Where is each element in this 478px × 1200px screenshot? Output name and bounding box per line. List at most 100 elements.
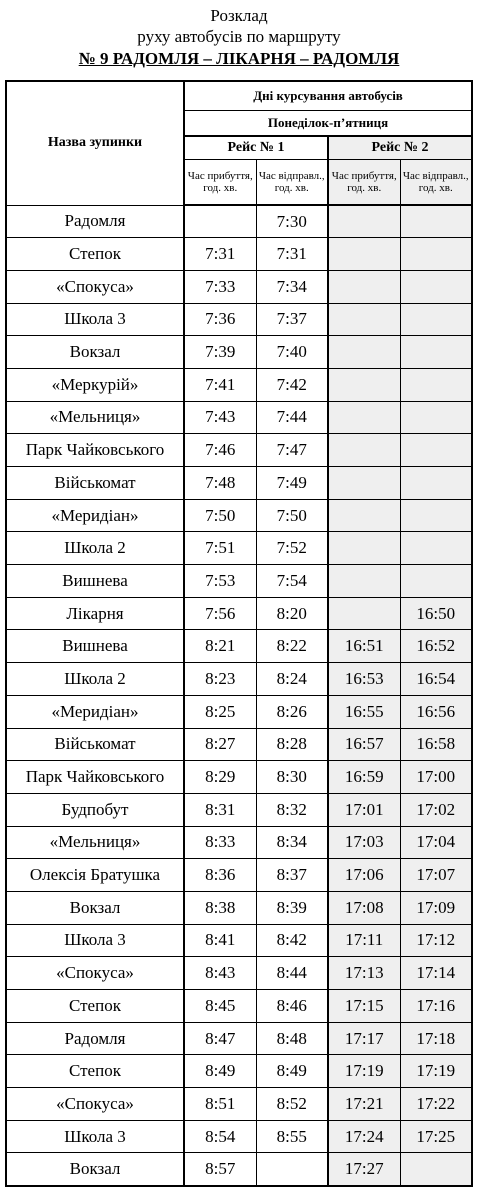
table-row: «Спокуса» 8:51 8:52 17:21 17:22 bbox=[5, 1087, 474, 1121]
trip2-arrival-cell: 17:19 bbox=[327, 1054, 401, 1089]
trip1-arrival-cell: 8:51 bbox=[183, 1087, 257, 1121]
trip2-arrival-cell: 17:27 bbox=[327, 1152, 401, 1187]
trip1-arrival-cell: 8:57 bbox=[183, 1152, 257, 1187]
trip2-arrival-cell: 17:21 bbox=[327, 1087, 401, 1121]
table-row: Степок 7:31 7:31 bbox=[5, 237, 474, 271]
trip1-departure-cell: 8:49 bbox=[255, 1054, 329, 1089]
trip1-arrival-cell: 7:50 bbox=[183, 498, 257, 533]
trip2-arrival-cell: 16:53 bbox=[327, 662, 401, 696]
trip2-departure-cell bbox=[399, 302, 474, 337]
trip2-arrival-cell: 17:08 bbox=[327, 890, 401, 925]
trip1-departure-cell: 8:52 bbox=[255, 1087, 329, 1121]
route-title: № 9 РАДОМЛЯ – ЛІКАРНЯ – РАДОМЛЯ bbox=[78, 49, 400, 68]
table-row: Степок 8:45 8:46 17:15 17:16 bbox=[5, 989, 474, 1023]
trip1-departure-cell: 7:54 bbox=[255, 564, 329, 598]
stop-name-cell: «Спокуса» bbox=[5, 269, 185, 304]
stop-name-cell: Вокзал bbox=[5, 890, 185, 925]
table-row: «Меркурій» 7:41 7:42 bbox=[5, 367, 474, 402]
stop-name-cell: Школа 2 bbox=[5, 662, 185, 696]
trip1-departure-cell: 7:34 bbox=[255, 269, 329, 304]
trip1-departure-cell: 8:22 bbox=[255, 629, 329, 664]
stop-name-cell: Радомля bbox=[5, 204, 185, 239]
trip2-departure-cell bbox=[399, 269, 474, 304]
trip1-departure-header: Час відправл., год. хв. bbox=[255, 159, 329, 206]
stop-name-cell: Степок bbox=[5, 989, 185, 1023]
trip1-arrival-cell: 8:38 bbox=[183, 890, 257, 925]
table-row: Військомат 8:27 8:28 16:57 16:58 bbox=[5, 727, 474, 762]
trip1-arrival-cell: 7:53 bbox=[183, 564, 257, 598]
trip1-departure-cell: 8:34 bbox=[255, 825, 329, 860]
trip2-departure-cell: 17:04 bbox=[399, 825, 474, 860]
trip1-arrival-cell: 8:36 bbox=[183, 858, 257, 892]
trip1-departure-cell: 7:40 bbox=[255, 335, 329, 369]
table-row: Радомля 8:47 8:48 17:17 17:18 bbox=[5, 1021, 474, 1056]
table-row: Школа 3 7:36 7:37 bbox=[5, 302, 474, 337]
trip1-departure-cell: 8:32 bbox=[255, 792, 329, 827]
stop-name-cell: Лікарня bbox=[5, 596, 185, 631]
table-row: Лікарня 7:56 8:20 16:50 bbox=[5, 596, 474, 631]
trip2-arrival-cell: 16:55 bbox=[327, 694, 401, 729]
trip1-departure-cell bbox=[255, 1152, 329, 1187]
trip1-departure-cell: 7:31 bbox=[255, 237, 329, 271]
table-row: «Спокуса» 7:33 7:34 bbox=[5, 269, 474, 304]
trip2-departure-cell: 16:54 bbox=[399, 662, 474, 696]
trip2-arrival-cell bbox=[327, 400, 401, 435]
trip1-header: Рейс № 1 bbox=[183, 135, 329, 160]
trip1-departure-cell: 7:44 bbox=[255, 400, 329, 435]
table-row: Вокзал 7:39 7:40 bbox=[5, 335, 474, 369]
table-row: Олексія Братушка 8:36 8:37 17:06 17:07 bbox=[5, 858, 474, 892]
trip1-arrival-cell: 8:29 bbox=[183, 760, 257, 794]
table-row: «Мельниця» 7:43 7:44 bbox=[5, 400, 474, 435]
trip2-departure-cell bbox=[399, 237, 474, 271]
trip2-arrival-cell: 17:15 bbox=[327, 989, 401, 1023]
table-row: «Мельниця» 8:33 8:34 17:03 17:04 bbox=[5, 825, 474, 860]
trip1-arrival-cell: 7:33 bbox=[183, 269, 257, 304]
trip1-arrival-cell: 8:54 bbox=[183, 1119, 257, 1154]
trip2-arrival-cell bbox=[327, 237, 401, 271]
trip2-arrival-cell bbox=[327, 564, 401, 598]
trip1-arrival-cell: 7:39 bbox=[183, 335, 257, 369]
trip1-arrival-cell: 8:23 bbox=[183, 662, 257, 696]
table-row: Степок 8:49 8:49 17:19 17:19 bbox=[5, 1054, 474, 1089]
trip2-arrival-cell bbox=[327, 302, 401, 337]
trip2-departure-cell: 17:07 bbox=[399, 858, 474, 892]
trip2-departure-cell bbox=[399, 498, 474, 533]
trip2-departure-cell: 16:52 bbox=[399, 629, 474, 664]
trip2-arrival-cell: 17:13 bbox=[327, 956, 401, 990]
trip1-arrival-header: Час прибуття, год. хв. bbox=[183, 159, 257, 206]
stop-name-cell: «Спокуса» bbox=[5, 956, 185, 990]
trip2-departure-cell: 17:02 bbox=[399, 792, 474, 827]
trip1-arrival-cell: 8:27 bbox=[183, 727, 257, 762]
trip1-departure-cell: 7:49 bbox=[255, 466, 329, 500]
table-row: «Меридіан» 7:50 7:50 bbox=[5, 498, 474, 533]
trip1-departure-cell: 8:37 bbox=[255, 858, 329, 892]
table-row: Будпобут 8:31 8:32 17:01 17:02 bbox=[5, 792, 474, 827]
trip1-departure-cell: 8:48 bbox=[255, 1021, 329, 1056]
stop-name-cell: Військомат bbox=[5, 466, 185, 500]
trip2-departure-cell: 17:12 bbox=[399, 923, 474, 958]
table-row: Радомля 7:30 bbox=[5, 204, 474, 239]
stop-name-cell: Парк Чайковського bbox=[5, 760, 185, 794]
trip1-departure-cell: 7:30 bbox=[255, 204, 329, 239]
table-row: Школа 2 8:23 8:24 16:53 16:54 bbox=[5, 662, 474, 696]
trip2-arrival-cell bbox=[327, 531, 401, 566]
schedule-rows: Радомля 7:30 Степок 7:31 7:31 «Спокуса» 7:33 7:… bbox=[5, 204, 474, 1187]
trip2-arrival-cell bbox=[327, 204, 401, 239]
table-row: Вишнева 7:53 7:54 bbox=[5, 564, 474, 598]
table-row: Вокзал 8:57 17:27 bbox=[5, 1152, 474, 1187]
trip2-arrival-cell bbox=[327, 596, 401, 631]
stop-name-cell: Вишнева bbox=[5, 629, 185, 664]
trip1-departure-cell: 8:30 bbox=[255, 760, 329, 794]
stop-name-cell: Школа 3 bbox=[5, 302, 185, 337]
trip2-arrival-cell: 17:11 bbox=[327, 923, 401, 958]
trip2-arrival-cell: 16:57 bbox=[327, 727, 401, 762]
trip1-arrival-cell: 8:25 bbox=[183, 694, 257, 729]
trip2-departure-cell: 17:16 bbox=[399, 989, 474, 1023]
trip2-departure-cell bbox=[399, 1152, 474, 1187]
trip2-arrival-header: Час прибуття, год. хв. bbox=[327, 159, 401, 206]
trip2-arrival-cell: 17:24 bbox=[327, 1119, 401, 1154]
trip1-departure-cell: 7:37 bbox=[255, 302, 329, 337]
trip2-header: Рейс № 2 bbox=[327, 135, 474, 160]
trip2-departure-cell: 17:18 bbox=[399, 1021, 474, 1056]
trip2-departure-cell: 17:14 bbox=[399, 956, 474, 990]
